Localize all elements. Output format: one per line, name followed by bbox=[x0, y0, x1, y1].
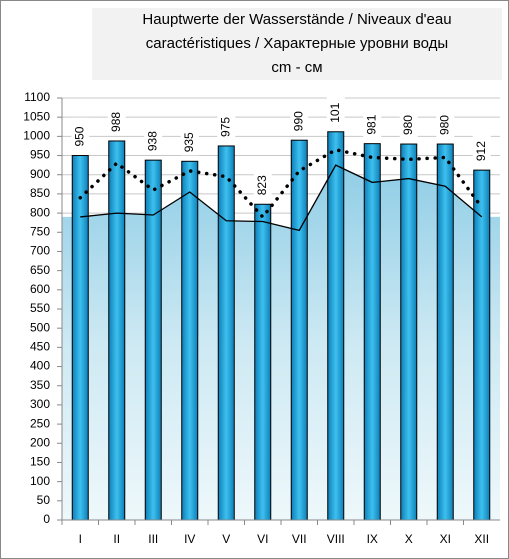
y-tick-label: 300 bbox=[30, 397, 50, 411]
y-tick-label: 150 bbox=[30, 455, 50, 469]
y-tick-label: 450 bbox=[30, 340, 50, 354]
label-box bbox=[472, 132, 491, 165]
y-tick-label: 350 bbox=[30, 378, 50, 392]
value-label: 101 bbox=[326, 93, 345, 126]
y-tick-label: 700 bbox=[30, 244, 50, 258]
y-tick-label: 500 bbox=[30, 320, 50, 334]
x-tick-label: III bbox=[148, 532, 158, 546]
value-label-text: 935 bbox=[182, 132, 196, 152]
y-tick-label: 850 bbox=[30, 186, 50, 200]
y-tick-label: 0 bbox=[43, 512, 50, 526]
y-tick-label: 1050 bbox=[23, 109, 50, 123]
x-tick-label: XII bbox=[474, 532, 489, 546]
value-label: 980 bbox=[399, 106, 418, 139]
label-box bbox=[180, 123, 199, 156]
bar bbox=[290, 139, 308, 521]
chart-title: Hauptwerte der Wasserstände / Niveaux d'… bbox=[142, 11, 452, 52]
x-tick-label: IX bbox=[367, 532, 378, 546]
x-tick-label: VI bbox=[257, 532, 268, 546]
x-tick-label: VII bbox=[292, 532, 307, 546]
y-tick-label: 650 bbox=[30, 263, 50, 277]
value-label: 988 bbox=[107, 102, 126, 135]
x-tick-label: X bbox=[405, 532, 413, 546]
x-tick-label: I bbox=[79, 532, 82, 546]
bar bbox=[71, 155, 89, 521]
y-tick-label: 800 bbox=[30, 205, 50, 219]
value-label-text: 823 bbox=[255, 175, 269, 195]
label-box bbox=[399, 106, 418, 139]
value-label-text: 950 bbox=[72, 126, 86, 146]
x-tick-label: VIII bbox=[327, 532, 345, 546]
y-tick-label: 950 bbox=[30, 148, 50, 162]
bar bbox=[181, 160, 199, 521]
value-label-text: 101 bbox=[328, 102, 342, 122]
value-label: 981 bbox=[363, 105, 382, 138]
label-box bbox=[326, 93, 345, 126]
value-label-text: 980 bbox=[437, 115, 451, 135]
y-tick-label: 50 bbox=[37, 493, 51, 507]
bar bbox=[363, 143, 381, 521]
y-tick-label: 400 bbox=[30, 359, 50, 373]
label-box bbox=[107, 102, 126, 135]
line bbox=[80, 164, 483, 232]
y-tick-label: 600 bbox=[30, 282, 50, 296]
x-tick-label: XI bbox=[440, 532, 451, 546]
y-tick-label: 1000 bbox=[23, 129, 50, 143]
value-label: 938 bbox=[144, 122, 163, 155]
dotted-line bbox=[78, 147, 484, 220]
y-tick-label: 1100 bbox=[24, 90, 50, 104]
label-box bbox=[290, 102, 309, 135]
value-label-text: 975 bbox=[218, 117, 232, 137]
bar bbox=[108, 140, 126, 521]
x-tick-label: V bbox=[222, 532, 230, 546]
bar bbox=[473, 169, 491, 521]
bar bbox=[217, 145, 235, 521]
value-label-text: 981 bbox=[364, 114, 378, 134]
value-label-text: 990 bbox=[291, 111, 305, 131]
label-box bbox=[144, 122, 163, 155]
value-label-text: 980 bbox=[401, 115, 415, 135]
y-tick-label: 200 bbox=[30, 435, 50, 449]
value-label: 990 bbox=[290, 102, 309, 135]
title-box: Hauptwerte der Wasserstände / Niveaux d'… bbox=[92, 8, 502, 80]
area bbox=[62, 165, 500, 521]
value-label-text: 938 bbox=[145, 131, 159, 151]
value-label-text: 912 bbox=[474, 141, 488, 161]
y-tick-label: 900 bbox=[30, 167, 50, 181]
y-tick-label: 750 bbox=[30, 224, 50, 238]
x-tick-label: II bbox=[113, 532, 120, 546]
value-label: 980 bbox=[436, 106, 455, 139]
value-label: 912 bbox=[472, 132, 491, 165]
label-box bbox=[363, 105, 382, 138]
chart-subtitle: cm - см bbox=[271, 59, 323, 76]
value-label: 823 bbox=[253, 166, 272, 199]
value-label: 950 bbox=[71, 117, 90, 150]
value-label-text: 988 bbox=[109, 112, 123, 132]
value-label: 975 bbox=[217, 107, 236, 140]
bar bbox=[400, 143, 418, 521]
value-label: 935 bbox=[180, 123, 199, 156]
y-tick-label: 550 bbox=[30, 301, 50, 315]
x-tick-label: IV bbox=[184, 532, 195, 546]
label-box bbox=[71, 117, 90, 150]
y-tick-label: 100 bbox=[30, 474, 50, 488]
bar bbox=[327, 131, 345, 521]
bar bbox=[254, 203, 272, 521]
label-box bbox=[217, 107, 236, 140]
label-box bbox=[436, 106, 455, 139]
bar bbox=[436, 143, 454, 521]
label-box bbox=[253, 166, 272, 199]
y-tick-label: 250 bbox=[30, 416, 50, 430]
